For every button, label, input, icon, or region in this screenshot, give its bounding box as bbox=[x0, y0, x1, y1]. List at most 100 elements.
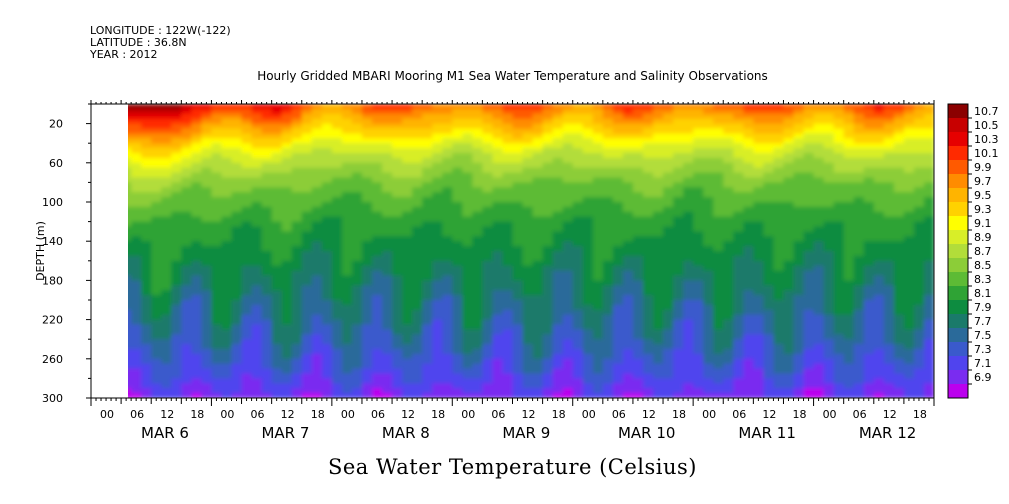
heat-cell bbox=[221, 231, 233, 237]
heat-cell bbox=[482, 104, 494, 110]
heat-cell bbox=[241, 118, 253, 125]
heat-cell bbox=[632, 211, 644, 218]
heat-cell bbox=[271, 309, 283, 316]
heat-cell bbox=[542, 373, 554, 379]
heat-cell bbox=[241, 167, 253, 174]
heat-cell bbox=[331, 143, 343, 149]
heat-cell bbox=[291, 334, 303, 340]
heat-cell bbox=[151, 358, 162, 365]
heat-cell bbox=[281, 172, 293, 179]
heat-cell bbox=[833, 236, 845, 242]
heat-cell bbox=[432, 353, 443, 360]
heat-cell bbox=[663, 226, 674, 232]
heat-cell bbox=[843, 206, 855, 213]
heat-cell bbox=[873, 295, 885, 301]
heat-cell bbox=[863, 206, 875, 213]
heat-cell bbox=[853, 368, 865, 375]
heat-cell bbox=[592, 368, 604, 375]
heat-cell bbox=[913, 187, 925, 193]
heat-cell bbox=[763, 192, 775, 198]
heat-cell bbox=[201, 265, 213, 272]
heat-cell bbox=[291, 138, 303, 144]
heat-cell bbox=[151, 133, 162, 139]
heat-cell bbox=[261, 221, 273, 228]
heat-cell bbox=[392, 236, 403, 242]
heat-cell bbox=[382, 309, 393, 316]
heat-cell bbox=[382, 197, 393, 203]
heat-cell bbox=[131, 216, 142, 223]
heat-cell bbox=[622, 334, 634, 340]
heat-cell bbox=[502, 304, 514, 311]
heat-cell bbox=[562, 314, 574, 321]
heat-cell bbox=[211, 123, 223, 130]
heat-cell bbox=[873, 358, 885, 365]
heat-cell bbox=[442, 344, 453, 350]
heat-cell bbox=[432, 211, 443, 218]
heat-cell bbox=[923, 182, 934, 188]
heat-cell bbox=[422, 358, 433, 365]
heat-cell bbox=[201, 216, 213, 223]
heat-cell bbox=[673, 162, 684, 169]
heat-cell bbox=[873, 329, 885, 335]
heat-cell bbox=[853, 221, 865, 228]
heat-cell bbox=[382, 388, 393, 394]
heat-cell bbox=[693, 344, 704, 350]
heat-cell bbox=[843, 304, 855, 311]
heat-cell bbox=[191, 211, 202, 218]
heat-cell bbox=[673, 138, 684, 144]
heat-cell bbox=[602, 167, 614, 174]
heat-cell bbox=[783, 388, 795, 394]
heat-cell bbox=[923, 329, 934, 335]
heat-cell bbox=[241, 123, 253, 130]
heat-cell bbox=[673, 187, 684, 193]
heat-cell bbox=[733, 393, 744, 398]
heat-cell bbox=[903, 246, 915, 252]
heat-cell bbox=[331, 304, 343, 311]
heat-cell bbox=[341, 192, 353, 198]
heat-cell bbox=[602, 148, 614, 154]
heat-cell bbox=[432, 206, 443, 213]
heat-cell bbox=[562, 118, 574, 125]
heat-cell bbox=[873, 226, 885, 232]
heat-cell bbox=[552, 118, 564, 125]
heat-cell bbox=[442, 246, 453, 252]
heat-cell bbox=[281, 148, 293, 154]
heat-cell bbox=[853, 148, 865, 154]
heat-cell bbox=[131, 192, 142, 198]
heat-cell bbox=[703, 187, 714, 193]
heat-cell bbox=[211, 236, 223, 242]
heat-cell bbox=[291, 275, 303, 281]
heat-cell bbox=[542, 383, 554, 389]
heat-cell bbox=[412, 226, 423, 232]
heat-cell bbox=[422, 202, 433, 208]
heat-cell bbox=[462, 304, 473, 311]
heat-cell bbox=[412, 373, 423, 379]
heat-cell bbox=[823, 231, 835, 237]
heat-cell bbox=[853, 187, 865, 193]
heat-cell bbox=[582, 393, 594, 398]
heat-cell bbox=[532, 383, 544, 389]
heat-cell bbox=[422, 270, 433, 277]
heat-cell bbox=[833, 378, 845, 384]
heat-cell bbox=[873, 275, 885, 281]
heat-cell bbox=[813, 206, 825, 213]
heat-cell bbox=[542, 393, 554, 398]
heat-cell bbox=[572, 153, 584, 159]
heat-cell bbox=[331, 104, 343, 110]
heat-cell bbox=[131, 197, 142, 203]
heat-cell bbox=[803, 388, 815, 394]
heat-cell bbox=[653, 368, 664, 375]
heat-cell bbox=[833, 108, 845, 115]
heat-cell bbox=[392, 241, 403, 247]
heat-cell bbox=[502, 378, 514, 384]
heat-cell bbox=[261, 265, 273, 272]
heat-cell bbox=[512, 236, 524, 242]
heat-cell bbox=[773, 162, 785, 169]
heat-cell bbox=[703, 373, 714, 379]
heat-cell bbox=[392, 373, 403, 379]
heat-cell bbox=[923, 388, 934, 394]
heat-cell bbox=[783, 182, 795, 188]
heat-cell bbox=[482, 216, 494, 223]
heat-cell bbox=[331, 270, 343, 277]
heat-cell bbox=[773, 314, 785, 321]
